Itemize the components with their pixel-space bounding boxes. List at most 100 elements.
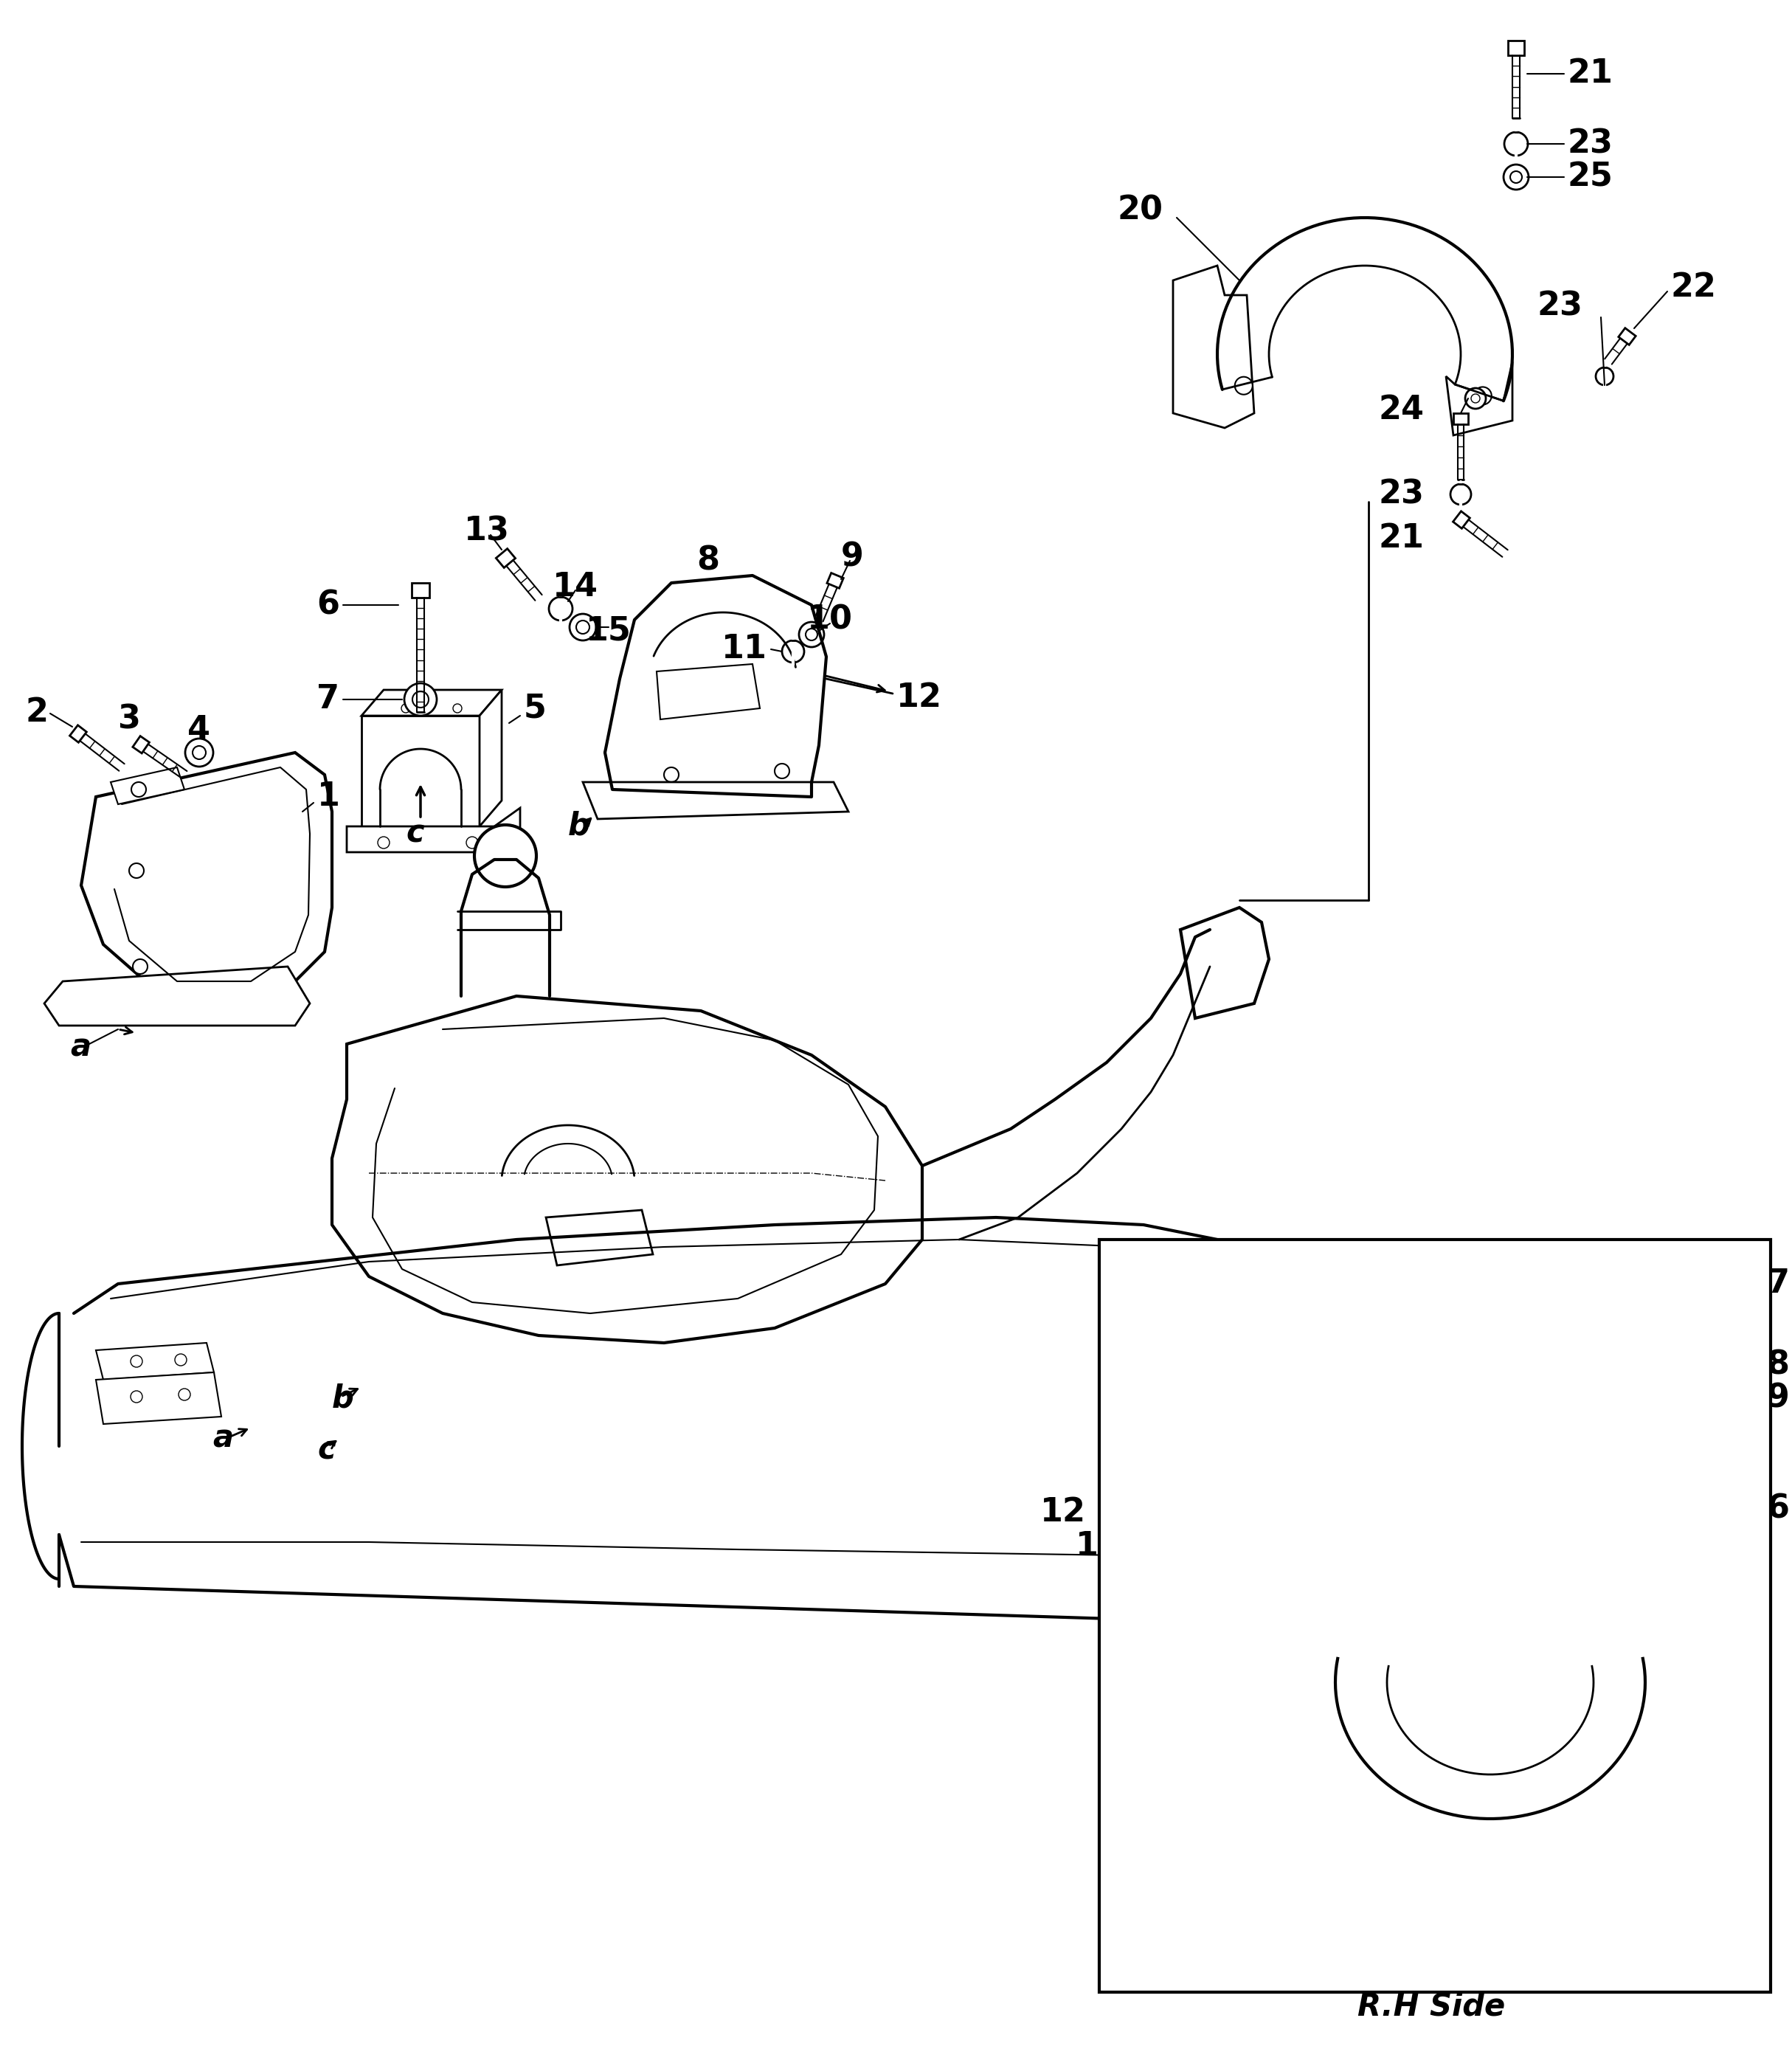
Polygon shape (362, 716, 480, 827)
Circle shape (129, 863, 143, 878)
Circle shape (806, 628, 817, 640)
Text: 25: 25 (1568, 162, 1613, 192)
Circle shape (577, 620, 590, 634)
Text: a: a (213, 1424, 233, 1455)
Polygon shape (70, 724, 86, 743)
Polygon shape (1346, 1659, 1382, 1719)
Text: 7: 7 (317, 683, 339, 716)
Polygon shape (1174, 266, 1254, 428)
Polygon shape (362, 690, 502, 716)
Text: c: c (405, 818, 425, 849)
Circle shape (185, 739, 213, 767)
Circle shape (131, 1354, 142, 1367)
Polygon shape (656, 665, 760, 720)
Text: 3: 3 (118, 704, 140, 735)
Polygon shape (1453, 413, 1468, 424)
Text: 1: 1 (317, 782, 340, 812)
Polygon shape (97, 1342, 213, 1379)
Text: 9: 9 (1321, 1293, 1342, 1326)
Circle shape (1374, 1408, 1385, 1418)
Text: b: b (332, 1383, 355, 1414)
Text: 10: 10 (1312, 1379, 1358, 1410)
Text: 4: 4 (188, 714, 211, 747)
Text: 右　側: 右 側 (1400, 1950, 1462, 1983)
Circle shape (401, 704, 410, 712)
Polygon shape (496, 548, 516, 567)
Circle shape (1473, 387, 1491, 405)
Polygon shape (412, 583, 430, 597)
Circle shape (1450, 485, 1471, 505)
Text: 9: 9 (1177, 1365, 1199, 1395)
Text: 17: 17 (1745, 1269, 1790, 1299)
Polygon shape (480, 690, 502, 827)
Polygon shape (582, 782, 848, 818)
Polygon shape (1618, 327, 1636, 346)
Polygon shape (1659, 1269, 1676, 1283)
Text: c: c (317, 1434, 335, 1465)
Circle shape (1629, 1498, 1647, 1516)
Circle shape (192, 747, 206, 759)
Text: 11: 11 (1134, 1637, 1181, 1670)
Text: 19: 19 (1745, 1383, 1790, 1414)
Polygon shape (111, 767, 185, 804)
Circle shape (1654, 1385, 1679, 1412)
Polygon shape (1597, 1815, 1613, 1831)
Text: 12: 12 (1075, 1530, 1122, 1561)
Circle shape (378, 837, 389, 849)
Text: 15: 15 (1328, 1852, 1373, 1882)
Circle shape (453, 704, 462, 712)
Text: 5: 5 (523, 692, 547, 724)
Circle shape (548, 597, 572, 620)
Circle shape (774, 763, 790, 777)
Circle shape (570, 614, 597, 640)
Polygon shape (1550, 1483, 1676, 1539)
Polygon shape (346, 808, 520, 853)
Circle shape (412, 692, 428, 708)
Polygon shape (1407, 1350, 1419, 1361)
Polygon shape (1181, 908, 1269, 1019)
Circle shape (1503, 133, 1529, 155)
Text: 21: 21 (1378, 522, 1425, 554)
Circle shape (466, 837, 478, 849)
Circle shape (799, 622, 824, 647)
Text: 15: 15 (586, 616, 631, 647)
Text: 6: 6 (317, 589, 339, 620)
Polygon shape (1373, 1314, 1387, 1326)
Text: 18: 18 (1745, 1348, 1790, 1381)
Text: 24: 24 (1378, 393, 1425, 426)
Text: a: a (70, 1033, 91, 1064)
Circle shape (131, 782, 147, 796)
Polygon shape (1453, 512, 1469, 528)
Circle shape (1401, 1432, 1425, 1453)
Text: 9: 9 (840, 542, 864, 573)
Circle shape (1656, 1352, 1679, 1377)
Text: 13: 13 (464, 516, 509, 546)
Text: 14: 14 (1534, 1843, 1579, 1876)
Polygon shape (826, 573, 844, 589)
Text: 10: 10 (806, 604, 853, 636)
Polygon shape (1446, 362, 1512, 436)
Text: 13: 13 (1645, 1854, 1692, 1886)
Polygon shape (133, 737, 149, 753)
Text: 12: 12 (896, 681, 943, 714)
Circle shape (405, 683, 437, 716)
Text: 11: 11 (1177, 1504, 1222, 1537)
Circle shape (1235, 376, 1253, 395)
Text: 10: 10 (1188, 1430, 1233, 1463)
Circle shape (665, 767, 679, 782)
Text: 21: 21 (1568, 57, 1613, 90)
Text: 20: 20 (1116, 194, 1163, 227)
Circle shape (179, 1389, 190, 1399)
Circle shape (475, 825, 536, 886)
Text: 8: 8 (1638, 1545, 1661, 1575)
Text: 14: 14 (552, 571, 599, 602)
Circle shape (1661, 1391, 1674, 1404)
Text: 16: 16 (1745, 1494, 1790, 1524)
Text: 23: 23 (1378, 479, 1425, 509)
Circle shape (1595, 368, 1613, 385)
Circle shape (781, 640, 805, 663)
Polygon shape (547, 1209, 652, 1264)
Polygon shape (81, 753, 332, 1011)
Text: 2: 2 (25, 696, 48, 728)
Text: R.H Side: R.H Side (1357, 1991, 1505, 2021)
